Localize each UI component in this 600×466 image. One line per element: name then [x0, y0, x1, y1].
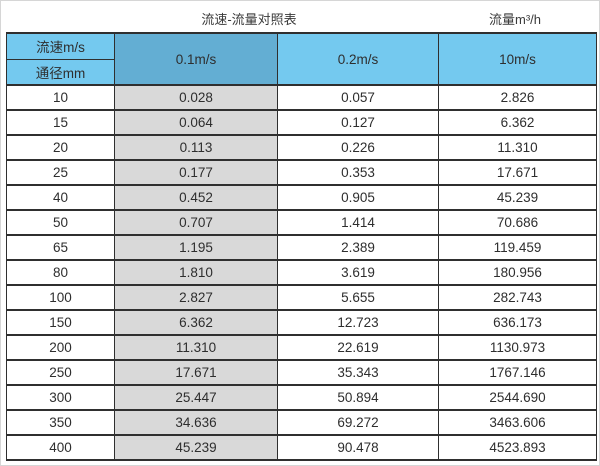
cell-diameter: 250: [6, 359, 115, 386]
cell-flow-0-1: 0.452: [114, 184, 278, 211]
cell-flow-0-2: 0.353: [277, 159, 439, 186]
cell-diameter: 25: [6, 159, 115, 186]
table-row: 80 1.810 3.619 180.956: [6, 259, 597, 286]
cell-diameter: 150: [6, 309, 115, 336]
header-row-bottom: 通径mm: [6, 58, 597, 86]
cell-diameter: 350: [6, 409, 115, 436]
table-row: 20 0.113 0.226 11.310: [6, 134, 597, 161]
cell-diameter: 65: [6, 234, 115, 261]
cell-flow-10: 4523.893: [438, 434, 597, 461]
table-body: 10 0.028 0.057 2.826 15 0.064 0.127 6.36…: [6, 84, 597, 461]
page-title: 流速-流量对照表: [201, 12, 297, 27]
cell-flow-10: 180.956: [438, 259, 597, 286]
cell-flow-0-1: 45.239: [114, 434, 278, 461]
table-row: 100 2.827 5.655 282.743: [6, 284, 597, 311]
cell-flow-10: 2.826: [438, 84, 597, 111]
cell-flow-10: 1767.146: [438, 359, 597, 386]
header-col-10ms: 10m/s: [438, 32, 597, 86]
table-row: 350 34.636 69.272 3463.606: [6, 409, 597, 436]
cell-flow-0-2: 12.723: [277, 309, 439, 336]
cell-flow-0-2: 1.414: [277, 209, 439, 236]
cell-flow-10: 45.239: [438, 184, 597, 211]
table-row: 200 11.310 22.619 1130.973: [6, 334, 597, 361]
table-row: 10 0.028 0.057 2.826: [6, 84, 597, 111]
cell-diameter: 200: [6, 334, 115, 361]
table-row: 65 1.195 2.389 119.459: [6, 234, 597, 261]
cell-flow-0-1: 1.810: [114, 259, 278, 286]
cell-flow-10: 119.459: [438, 234, 597, 261]
cell-diameter: 300: [6, 384, 115, 411]
titlebar: 流速-流量对照表 流量m³/h: [1, 1, 599, 32]
cell-flow-0-2: 0.905: [277, 184, 439, 211]
table-row: 400 45.239 90.478 4523.893: [6, 434, 597, 461]
table-row: 40 0.452 0.905 45.239: [6, 184, 597, 211]
cell-flow-10: 3463.606: [438, 409, 597, 436]
table-row: 15 0.064 0.127 6.362: [6, 109, 597, 136]
cell-flow-0-1: 0.028: [114, 84, 278, 111]
table-row: 25 0.177 0.353 17.671: [6, 159, 597, 186]
cell-flow-10: 2544.690: [438, 384, 597, 411]
cell-diameter: 80: [6, 259, 115, 286]
cell-flow-0-2: 90.478: [277, 434, 439, 461]
cell-flow-0-1: 0.064: [114, 109, 278, 136]
cell-flow-0-2: 0.226: [277, 134, 439, 161]
table-row: 150 6.362 12.723 636.173: [6, 309, 597, 336]
table-row: 250 17.671 35.343 1767.146: [6, 359, 597, 386]
cell-flow-0-2: 5.655: [277, 284, 439, 311]
cell-diameter: 50: [6, 209, 115, 236]
header-col-0-1ms: 0.1m/s: [114, 32, 278, 86]
cell-flow-0-2: 69.272: [277, 409, 439, 436]
cell-flow-0-2: 0.057: [277, 84, 439, 111]
cell-flow-0-1: 6.362: [114, 309, 278, 336]
cell-flow-10: 70.686: [438, 209, 597, 236]
cell-flow-0-2: 22.619: [277, 334, 439, 361]
cell-flow-0-2: 2.389: [277, 234, 439, 261]
cell-flow-0-1: 34.636: [114, 409, 278, 436]
cell-flow-10: 6.362: [438, 109, 597, 136]
cell-flow-0-2: 3.619: [277, 259, 439, 286]
cell-flow-0-1: 0.177: [114, 159, 278, 186]
cell-flow-0-2: 35.343: [277, 359, 439, 386]
cell-diameter: 40: [6, 184, 115, 211]
cell-flow-0-1: 17.671: [114, 359, 278, 386]
cell-diameter: 15: [6, 109, 115, 136]
header-diameter-label: 通径mm: [6, 58, 115, 86]
table-row: 50 0.707 1.414 70.686: [6, 209, 597, 236]
cell-flow-10: 17.671: [438, 159, 597, 186]
cell-flow-0-1: 0.113: [114, 134, 278, 161]
cell-flow-0-1: 0.707: [114, 209, 278, 236]
cell-flow-0-1: 25.447: [114, 384, 278, 411]
cell-flow-10: 11.310: [438, 134, 597, 161]
cell-flow-10: 282.743: [438, 284, 597, 311]
cell-flow-0-2: 0.127: [277, 109, 439, 136]
flow-rate-table: 流速m/s 0.1m/s 0.2m/s 10m/s 通径mm 10 0.028 …: [6, 32, 597, 461]
cell-diameter: 100: [6, 284, 115, 311]
cell-flow-10: 1130.973: [438, 334, 597, 361]
flow-unit-label: 流量m³/h: [488, 12, 542, 27]
table-header: 流速m/s 0.1m/s 0.2m/s 10m/s 通径mm: [6, 32, 597, 86]
cell-flow-0-2: 50.894: [277, 384, 439, 411]
header-velocity-label: 流速m/s: [6, 32, 115, 60]
cell-flow-0-1: 11.310: [114, 334, 278, 361]
cell-flow-10: 636.173: [438, 309, 597, 336]
cell-diameter: 10: [6, 84, 115, 111]
header-row-top: 流速m/s 0.1m/s 0.2m/s 10m/s: [6, 32, 597, 86]
cell-diameter: 400: [6, 434, 115, 461]
table-row: 300 25.447 50.894 2544.690: [6, 384, 597, 411]
cell-diameter: 20: [6, 134, 115, 161]
header-col-0-2ms: 0.2m/s: [277, 32, 439, 86]
cell-flow-0-1: 2.827: [114, 284, 278, 311]
cell-flow-0-1: 1.195: [114, 234, 278, 261]
